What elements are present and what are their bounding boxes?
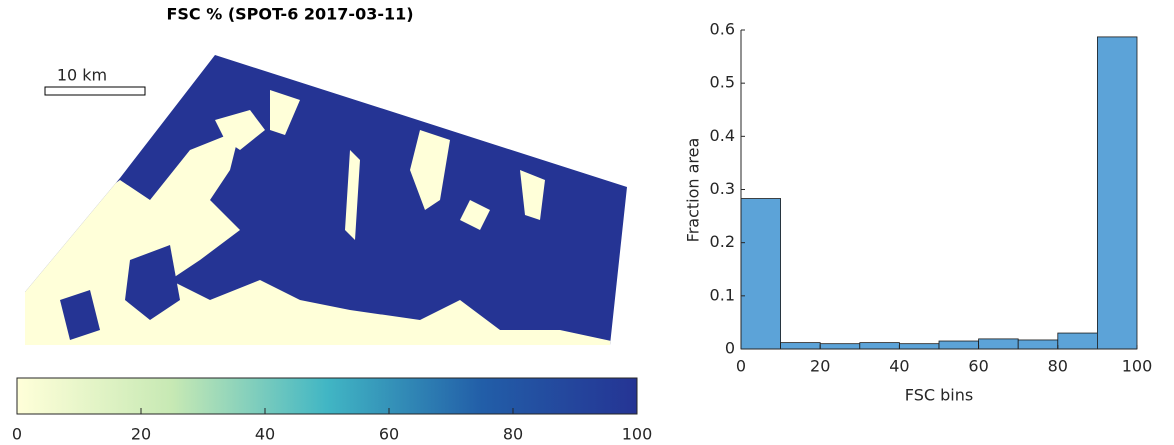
x-tick-label: 40 bbox=[889, 357, 909, 376]
scale-bar-label: 10 km bbox=[57, 66, 107, 85]
map-title: FSC % (SPOT-6 2017-03-11) bbox=[166, 5, 413, 24]
colorbar-tick-label: 100 bbox=[622, 425, 653, 444]
colorbar-tick-label: 60 bbox=[379, 425, 399, 444]
bar bbox=[781, 343, 821, 349]
bar bbox=[1058, 333, 1098, 349]
y-tick-label: 0.2 bbox=[710, 232, 735, 251]
bar bbox=[979, 339, 1019, 349]
y-tick-label: 0.1 bbox=[710, 285, 735, 304]
colorbar-tick-label: 80 bbox=[503, 425, 523, 444]
x-tick-label: 20 bbox=[810, 357, 830, 376]
bar bbox=[899, 344, 939, 349]
x-tick-label: 80 bbox=[1048, 357, 1068, 376]
bar bbox=[820, 344, 860, 349]
x-tick-label: 100 bbox=[1122, 357, 1153, 376]
colorbar-tick-label: 40 bbox=[255, 425, 275, 444]
bar bbox=[1018, 340, 1058, 349]
x-tick-label: 60 bbox=[968, 357, 988, 376]
bar bbox=[860, 343, 900, 349]
bar bbox=[741, 199, 781, 349]
y-tick-label: 0.3 bbox=[710, 179, 735, 198]
y-tick-label: 0.5 bbox=[710, 73, 735, 92]
y-tick-label: 0 bbox=[725, 339, 735, 358]
bar bbox=[1097, 37, 1137, 349]
colorbar-tick-label: 20 bbox=[131, 425, 151, 444]
colorbar-tick-label: 0 bbox=[12, 425, 22, 444]
bar bbox=[939, 341, 979, 349]
x-tick-label: 0 bbox=[736, 357, 746, 376]
y-tick-label: 0.4 bbox=[710, 126, 735, 145]
y-tick-label: 0.6 bbox=[710, 20, 735, 39]
figure: FSC % (SPOT-6 2017-03-11) 10 km Fraction… bbox=[0, 0, 1174, 445]
scale-bar bbox=[45, 87, 145, 95]
y-axis-label: Fraction area bbox=[684, 138, 703, 243]
colorbar bbox=[17, 378, 637, 414]
x-axis-label: FSC bins bbox=[905, 386, 973, 405]
